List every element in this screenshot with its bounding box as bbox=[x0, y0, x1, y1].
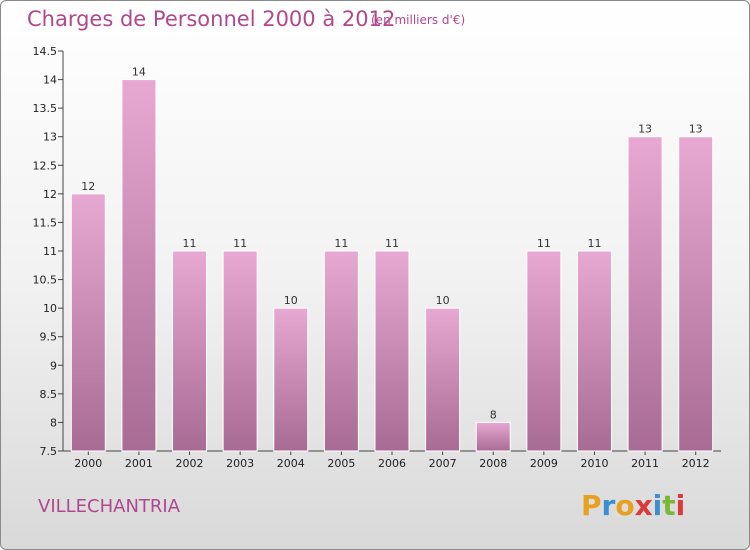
x-tick-label: 2009 bbox=[530, 457, 558, 470]
logo-letter: r bbox=[601, 489, 616, 522]
x-tick-label: 2001 bbox=[125, 457, 153, 470]
x-tick-label: 2000 bbox=[74, 457, 102, 470]
y-tick-label: 9 bbox=[50, 359, 57, 372]
bar-2011 bbox=[627, 136, 663, 452]
x-tick-label: 2007 bbox=[429, 457, 457, 470]
x-tick-label: 2010 bbox=[580, 457, 608, 470]
logo-letter: i bbox=[652, 489, 663, 522]
data-label-2010: 11 bbox=[587, 237, 601, 250]
data-label-2005: 11 bbox=[334, 237, 348, 250]
x-tick-label: 2002 bbox=[176, 457, 204, 470]
x-tick-label: 2011 bbox=[631, 457, 659, 470]
data-label-2001: 14 bbox=[132, 66, 146, 79]
logo-letter: i bbox=[675, 489, 686, 522]
logo-letter: x bbox=[634, 489, 653, 522]
y-tick-label: 12 bbox=[43, 188, 57, 201]
bar-2002 bbox=[172, 250, 208, 452]
y-tick-label: 14.5 bbox=[33, 45, 58, 58]
bar-2001 bbox=[121, 79, 157, 452]
bar-2012 bbox=[678, 136, 714, 452]
bar-2010 bbox=[576, 250, 612, 452]
y-tick-label: 10 bbox=[43, 302, 57, 315]
chart-unit: (en milliers d'€) bbox=[371, 13, 466, 27]
data-labels: 12 14 11 11 10 11 11 10 8 11 11 13 13 bbox=[81, 66, 702, 422]
chart-title: Charges de Personnel 2000 à 2012 bbox=[27, 7, 396, 31]
data-label-2003: 11 bbox=[233, 237, 247, 250]
data-label-2006: 11 bbox=[385, 237, 399, 250]
y-tick-label: 7.5 bbox=[40, 445, 58, 458]
data-label-2002: 11 bbox=[183, 237, 197, 250]
x-tick-label: 2008 bbox=[479, 457, 507, 470]
proxiti-logo: Proxiti bbox=[581, 489, 685, 522]
y-tick-label: 14 bbox=[43, 74, 57, 87]
x-tick-label: 2003 bbox=[226, 457, 254, 470]
y-tick-label: 9.5 bbox=[40, 331, 58, 344]
y-tick-label: 13.5 bbox=[33, 102, 58, 115]
y-tick-label: 11 bbox=[43, 245, 57, 258]
logo-letter: o bbox=[615, 489, 635, 522]
y-tick-label: 13 bbox=[43, 131, 57, 144]
x-tick-label: 2004 bbox=[277, 457, 305, 470]
bar-2006 bbox=[374, 250, 410, 452]
y-tick-label: 11.5 bbox=[33, 216, 58, 229]
data-label-2008: 8 bbox=[490, 408, 497, 421]
data-label-2007: 10 bbox=[436, 294, 450, 307]
x-tick-label: 2005 bbox=[327, 457, 355, 470]
bar-2005 bbox=[323, 250, 359, 452]
y-tick-label: 8.5 bbox=[40, 388, 58, 401]
x-tick-label: 2012 bbox=[682, 457, 710, 470]
bar-2004 bbox=[273, 307, 309, 452]
bar-2007 bbox=[425, 307, 461, 452]
bar-2009 bbox=[526, 250, 562, 452]
data-label-2000: 12 bbox=[81, 180, 95, 193]
data-label-2004: 10 bbox=[284, 294, 298, 307]
data-label-2009: 11 bbox=[537, 237, 551, 250]
y-axis: 7.5 8 8.5 9 9.5 10 10.5 11 11.5 12 12.5 13 13.5 14 14.… bbox=[33, 45, 721, 470]
logo-letter: t bbox=[662, 489, 676, 522]
commune-name: VILLECHANTRIA bbox=[38, 496, 181, 517]
data-label-2012: 13 bbox=[689, 123, 703, 136]
bars bbox=[70, 79, 714, 452]
bar-2000 bbox=[70, 193, 106, 452]
logo-letter: P bbox=[581, 489, 602, 522]
data-label-2011: 13 bbox=[638, 123, 652, 136]
bar-2008 bbox=[475, 421, 511, 452]
x-tick-label: 2006 bbox=[378, 457, 406, 470]
y-tick-label: 8 bbox=[50, 416, 57, 429]
bar-2003 bbox=[222, 250, 258, 452]
y-tick-label: 12.5 bbox=[33, 159, 58, 172]
y-tick-label: 10.5 bbox=[33, 274, 58, 287]
